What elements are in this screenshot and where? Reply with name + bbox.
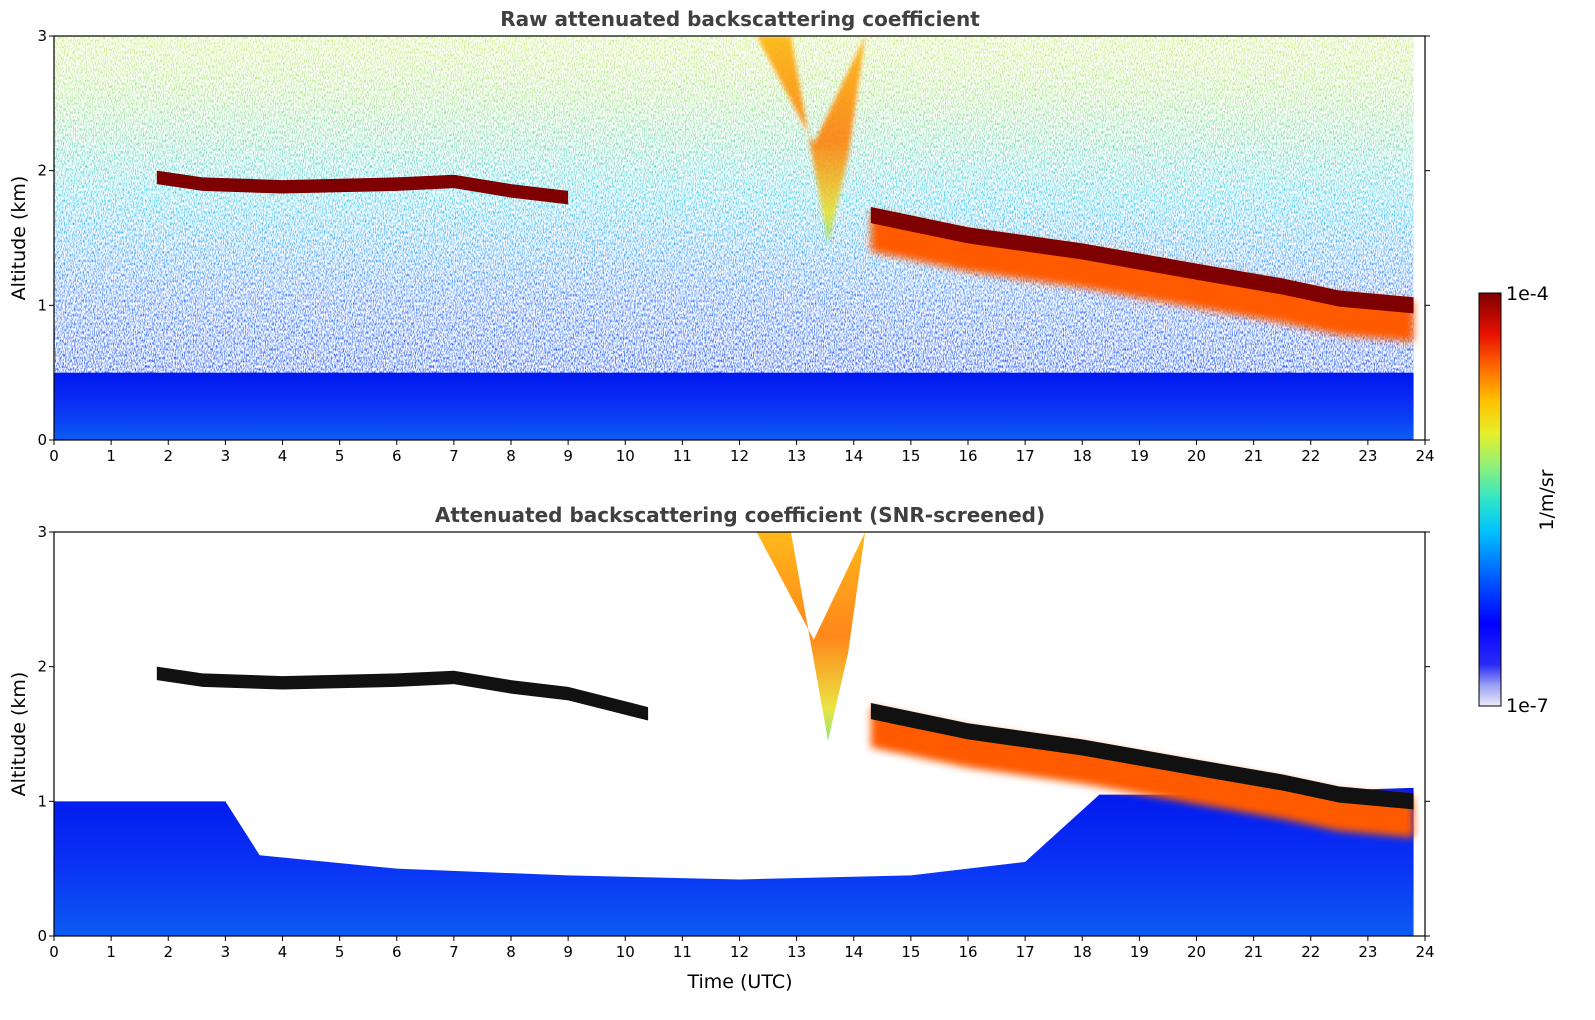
screened-upper-cloud-layer bbox=[156, 666, 649, 721]
y-tick-label: 2 bbox=[37, 658, 47, 676]
y-tick-label: 3 bbox=[37, 523, 47, 541]
x-tick-label: 7 bbox=[449, 943, 459, 961]
x-tick-label: 23 bbox=[1358, 943, 1377, 961]
x-tick-label: 8 bbox=[506, 447, 516, 465]
x-tick-label: 14 bbox=[844, 447, 863, 465]
colorbar-max-label: 1e-4 bbox=[1506, 283, 1549, 305]
x-tick-label: 0 bbox=[49, 447, 59, 465]
screened-panel-x-ticks: 0 1 2 3 4 5 6 7 8 9 10 11 12 13 14 15 16 17 18 19 20 21 22 23 24 bbox=[49, 936, 1435, 961]
x-tick-label: 2 bbox=[163, 447, 173, 465]
y-tick-label: 3 bbox=[37, 27, 47, 45]
x-tick-label: 4 bbox=[278, 943, 288, 961]
screened-aerosol-plume bbox=[756, 532, 866, 741]
x-tick-label: 15 bbox=[901, 447, 920, 465]
colorbar: 1e-4 1e-7 1/m/sr bbox=[1478, 283, 1558, 717]
x-tick-label: 19 bbox=[1130, 943, 1149, 961]
y-tick-label: 0 bbox=[37, 431, 47, 449]
raw-panel-title: Raw attenuated backscattering coefficien… bbox=[500, 7, 980, 31]
screened-panel-y-ticks: 0 1 2 3 bbox=[37, 523, 1430, 945]
x-tick-label: 16 bbox=[958, 447, 977, 465]
x-tick-label: 10 bbox=[616, 943, 635, 961]
x-tick-label: 1 bbox=[106, 447, 116, 465]
x-tick-label: 17 bbox=[1016, 943, 1035, 961]
x-tick-label: 3 bbox=[221, 447, 231, 465]
x-tick-label: 16 bbox=[958, 943, 977, 961]
screened-backscatter-heatmap bbox=[54, 532, 1414, 936]
x-tick-label: 12 bbox=[730, 943, 749, 961]
y-tick-label: 1 bbox=[37, 296, 47, 314]
x-tick-label: 9 bbox=[563, 447, 573, 465]
screened-panel-xlabel: Time (UTC) bbox=[686, 971, 792, 993]
raw-backscatter-panel: 0 1 2 3 4 5 6 7 8 9 10 11 12 13 14 15 16 17 18 19 20 21 22 23 24… bbox=[8, 7, 1435, 465]
y-tick-label: 1 bbox=[37, 792, 47, 810]
raw-panel-ylabel: Altitude (km) bbox=[8, 176, 30, 301]
boundary-layer bbox=[54, 372, 1414, 440]
x-tick-label: 12 bbox=[730, 447, 749, 465]
screened-backscatter-panel: 0 1 2 3 4 5 6 7 8 9 10 11 12 13 14 15 16 17 18 19 20 21 22 23 24… bbox=[8, 503, 1435, 993]
x-tick-label: 5 bbox=[335, 447, 345, 465]
raw-panel-y-ticks: 0 1 2 3 bbox=[37, 27, 1430, 449]
y-tick-label: 0 bbox=[37, 927, 47, 945]
x-tick-label: 9 bbox=[563, 943, 573, 961]
x-tick-label: 17 bbox=[1016, 447, 1035, 465]
colorbar-label: 1/m/sr bbox=[1536, 469, 1558, 530]
screened-boundary-layer bbox=[54, 787, 1414, 936]
descending-cloud-layer bbox=[870, 207, 1414, 314]
upper-cloud-layer bbox=[156, 170, 569, 205]
x-tick-label: 1 bbox=[106, 943, 116, 961]
colorbar-min-label: 1e-7 bbox=[1506, 695, 1549, 717]
raw-backscatter-heatmap bbox=[54, 36, 1414, 440]
screened-panel-title: Attenuated backscattering coefficient (S… bbox=[435, 503, 1045, 527]
screened-descending-cloud-layer bbox=[870, 703, 1414, 810]
x-tick-label: 20 bbox=[1187, 943, 1206, 961]
y-tick-label: 2 bbox=[37, 162, 47, 180]
colorbar-gradient bbox=[1478, 292, 1502, 707]
raw-panel-x-ticks: 0 1 2 3 4 5 6 7 8 9 10 11 12 13 14 15 16 17 18 19 20 21 22 23 24 bbox=[49, 440, 1435, 465]
x-tick-label: 23 bbox=[1358, 447, 1377, 465]
x-tick-label: 4 bbox=[278, 447, 288, 465]
x-tick-label: 10 bbox=[616, 447, 635, 465]
x-tick-label: 18 bbox=[1073, 943, 1092, 961]
x-tick-label: 13 bbox=[787, 943, 806, 961]
x-tick-label: 13 bbox=[787, 447, 806, 465]
x-tick-label: 7 bbox=[449, 447, 459, 465]
aerosol-plume bbox=[756, 36, 866, 245]
x-tick-label: 22 bbox=[1301, 943, 1320, 961]
x-tick-label: 21 bbox=[1244, 447, 1263, 465]
x-tick-label: 18 bbox=[1073, 447, 1092, 465]
x-tick-label: 8 bbox=[506, 943, 516, 961]
x-tick-label: 21 bbox=[1244, 943, 1263, 961]
x-tick-label: 24 bbox=[1415, 943, 1434, 961]
x-tick-label: 11 bbox=[673, 943, 692, 961]
x-tick-label: 3 bbox=[221, 943, 231, 961]
x-tick-label: 6 bbox=[392, 447, 402, 465]
x-tick-label: 22 bbox=[1301, 447, 1320, 465]
x-tick-label: 5 bbox=[335, 943, 345, 961]
x-tick-label: 2 bbox=[163, 943, 173, 961]
x-tick-label: 6 bbox=[392, 943, 402, 961]
x-tick-label: 20 bbox=[1187, 447, 1206, 465]
x-tick-label: 14 bbox=[844, 943, 863, 961]
x-tick-label: 15 bbox=[901, 943, 920, 961]
x-tick-label: 19 bbox=[1130, 447, 1149, 465]
x-tick-label: 11 bbox=[673, 447, 692, 465]
screened-panel-ylabel: Altitude (km) bbox=[8, 672, 30, 797]
x-tick-label: 0 bbox=[49, 943, 59, 961]
x-tick-label: 24 bbox=[1415, 447, 1434, 465]
